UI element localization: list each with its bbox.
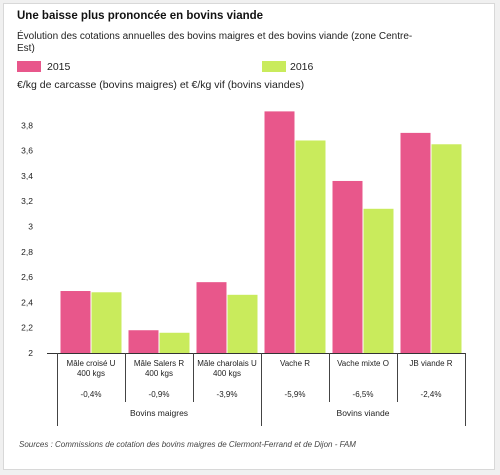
y-axis-unit-label: €/kg de carcasse (bovins maigres) et €/k… xyxy=(17,79,305,91)
bar-2016 xyxy=(227,294,258,353)
bar-2016 xyxy=(363,208,394,353)
category-label: Mâle charolais U xyxy=(197,359,257,368)
y-tick-label: 3 xyxy=(28,222,33,232)
category-label: 400 kgs xyxy=(145,369,173,378)
change-label: -6,5% xyxy=(353,390,374,399)
bar-2015 xyxy=(400,132,431,353)
group-label: Bovins viande xyxy=(337,408,390,418)
change-label: -5,9% xyxy=(285,390,306,399)
change-label: -0,4% xyxy=(81,390,102,399)
legend-label-2015: 2015 xyxy=(47,61,71,73)
legend-swatch-2016 xyxy=(262,61,286,72)
category-label: Mâle croisé U xyxy=(67,359,116,368)
category-label: JB viande R xyxy=(409,359,452,368)
y-tick-label: 3,2 xyxy=(21,196,33,206)
chart-subtitle: Évolution des cotations annuelles des bo… xyxy=(17,31,413,54)
category-label: 400 kgs xyxy=(213,369,241,378)
bar-2015 xyxy=(196,282,227,353)
chart-title: Une baisse plus prononcée en bovins vian… xyxy=(17,10,264,22)
change-label: -0,9% xyxy=(149,390,170,399)
bar-2016 xyxy=(431,144,462,353)
bar-2015 xyxy=(264,111,295,353)
change-label: -2,4% xyxy=(421,390,442,399)
bar-2015 xyxy=(332,180,363,353)
category-label: Mâle Salers R xyxy=(134,359,184,368)
y-tick-label: 2,2 xyxy=(21,323,33,333)
y-tick-label: 2,4 xyxy=(21,297,33,307)
category-label: Vache mixte O xyxy=(337,359,389,368)
category-label: 400 kgs xyxy=(77,369,105,378)
bar-2016 xyxy=(295,140,326,353)
bar-2016 xyxy=(91,292,122,353)
y-tick-label: 2,6 xyxy=(21,272,33,282)
y-tick-label: 2,8 xyxy=(21,247,33,257)
bar-2015 xyxy=(60,291,91,353)
y-tick-label: 3,6 xyxy=(21,146,33,156)
y-tick-label: 3,8 xyxy=(21,120,33,130)
group-label: Bovins maigres xyxy=(130,408,188,418)
legend-swatch-2015 xyxy=(17,61,41,72)
legend-label-2016: 2016 xyxy=(290,61,314,73)
y-tick-label: 2 xyxy=(28,348,33,358)
bar-2016 xyxy=(159,332,190,353)
source-note: Sources : Commissions de cotation des bo… xyxy=(19,440,356,449)
change-label: -3,9% xyxy=(217,390,238,399)
bar-2015 xyxy=(128,330,159,353)
category-label: Vache R xyxy=(280,359,310,368)
y-tick-label: 3,4 xyxy=(21,171,33,181)
